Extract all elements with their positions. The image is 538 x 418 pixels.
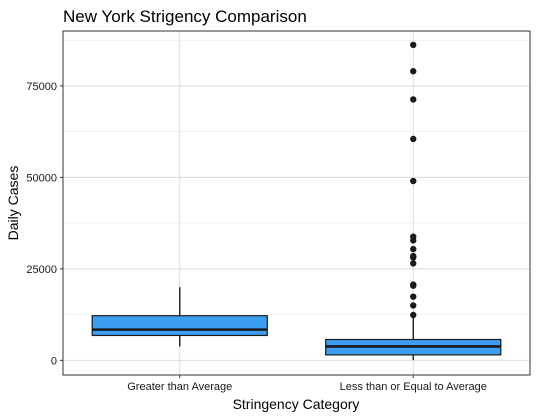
y-tick-label: 75000 (26, 81, 57, 93)
y-axis-label: Daily Cases (5, 166, 21, 241)
outlier-point (410, 260, 416, 266)
outlier-point (410, 136, 416, 142)
outlier-point (410, 233, 416, 239)
outlier-point (410, 68, 416, 74)
y-tick-label: 0 (51, 355, 57, 367)
outlier-point (410, 312, 416, 318)
outlier-point (410, 281, 416, 287)
outlier-point (410, 42, 416, 48)
x-axis-label: Stringency Category (233, 396, 360, 412)
y-tick-label: 50000 (26, 172, 57, 184)
outlier-point (410, 246, 416, 252)
y-tick-label: 25000 (26, 264, 57, 276)
outlier-point (410, 178, 416, 184)
outlier-point (410, 253, 416, 259)
x-axis-ticks: Greater than Average Less than or Equal t… (127, 375, 487, 393)
outlier-point (410, 302, 416, 308)
y-axis-ticks: 0 25000 50000 75000 (26, 81, 63, 367)
chart-title: New York Strigency Comparison (63, 7, 307, 26)
outlier-point (410, 293, 416, 299)
x-tick-label: Less than or Equal to Average (340, 381, 487, 393)
x-tick-label: Greater than Average (127, 381, 232, 393)
box-iqr (92, 316, 267, 336)
outlier-point (410, 96, 416, 102)
